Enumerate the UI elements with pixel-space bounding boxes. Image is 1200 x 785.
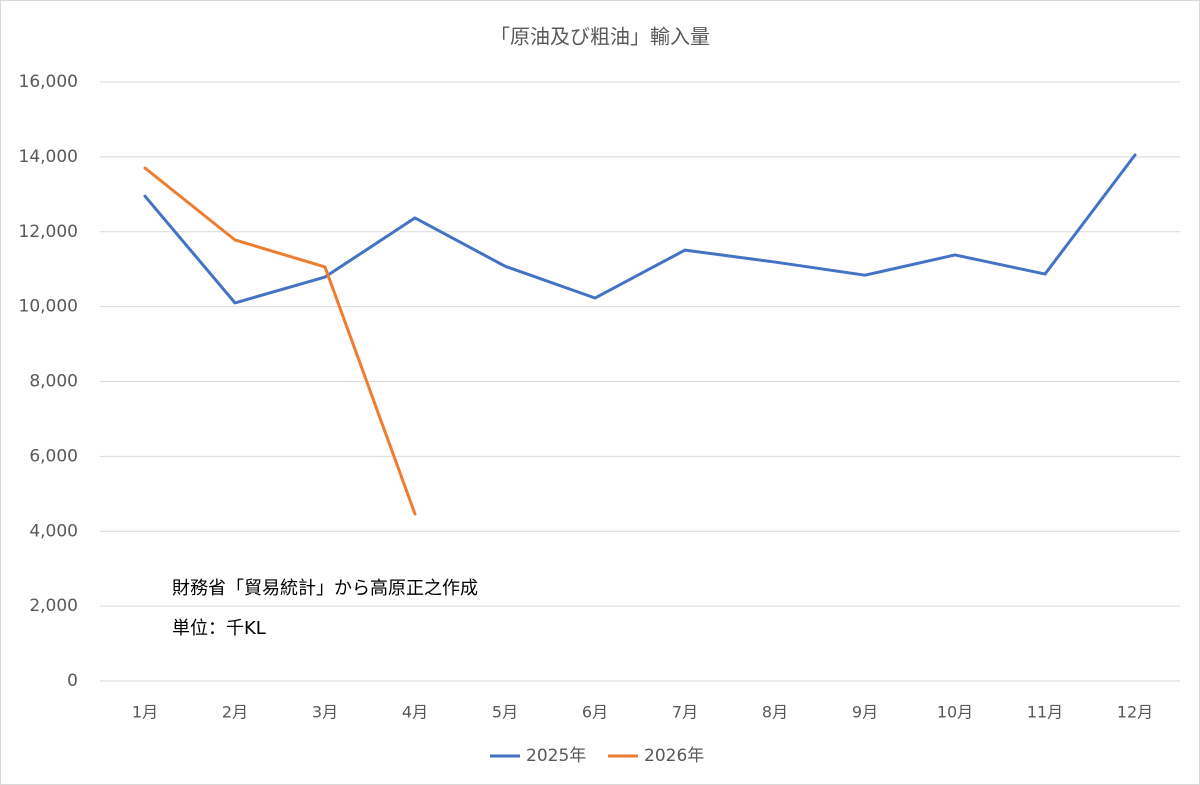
y-tick-label: 10,000	[19, 297, 78, 317]
x-tick-label: 3月	[312, 703, 338, 722]
y-tick-label: 16,000	[19, 72, 78, 92]
x-tick-label: 6月	[582, 703, 608, 722]
x-tick-label: 12月	[1117, 703, 1153, 722]
chart-title: 「原油及び粗油」輸入量	[490, 25, 710, 49]
y-tick-label: 2,000	[29, 596, 78, 616]
y-tick-label: 0	[67, 671, 78, 691]
y-tick-label: 8,000	[29, 372, 78, 392]
x-tick-label: 9月	[852, 703, 878, 722]
legend-label: 2026年	[644, 746, 704, 766]
y-tick-label: 6,000	[29, 446, 78, 466]
y-tick-label: 14,000	[19, 147, 78, 167]
annotation: 単位：千KL	[172, 618, 266, 639]
line-series	[143, 153, 1137, 305]
x-tick-label: 7月	[672, 703, 698, 722]
x-tick-label: 10月	[937, 703, 973, 722]
x-tick-label: 11月	[1027, 703, 1063, 722]
x-tick-label: 5月	[492, 703, 518, 722]
legend-label: 2025年	[526, 746, 586, 766]
y-tick-label: 12,000	[19, 222, 78, 242]
y-tick-label: 4,000	[29, 521, 78, 541]
x-tick-label: 4月	[402, 703, 428, 722]
annotation: 財務省「貿易統計」から高原正之作成	[172, 578, 478, 599]
x-tick-label: 2月	[222, 703, 248, 722]
x-tick-label: 1月	[132, 703, 158, 722]
x-tick-label: 8月	[762, 703, 788, 722]
line-series	[143, 166, 417, 516]
